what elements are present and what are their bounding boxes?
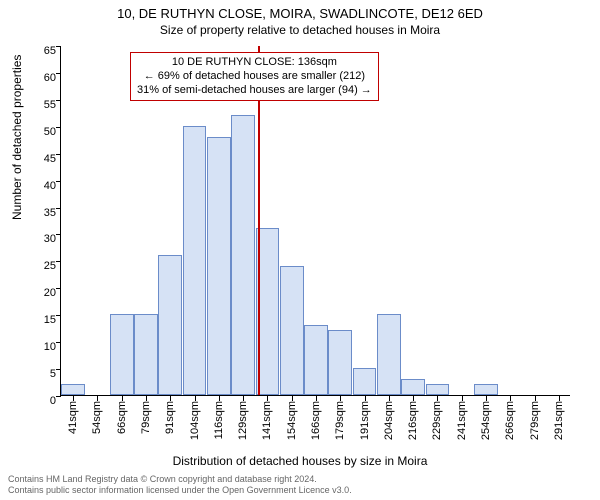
y-tick-label: 35	[16, 207, 56, 219]
histogram-bar	[304, 325, 328, 395]
y-tick-label: 30	[16, 233, 56, 245]
histogram-bar	[474, 384, 498, 395]
y-tick-mark	[56, 234, 61, 235]
y-tick-label: 25	[16, 260, 56, 272]
footer: Contains HM Land Registry data © Crown c…	[8, 474, 352, 496]
y-tick-label: 45	[16, 153, 56, 165]
y-tick-label: 50	[16, 126, 56, 138]
histogram-bar	[61, 384, 85, 395]
x-tick-label: 66sqm	[116, 401, 128, 434]
y-tick-mark	[56, 369, 61, 370]
chart-container: 10, DE RUTHYN CLOSE, MOIRA, SWADLINCOTE,…	[0, 0, 600, 500]
callout-line-1: 10 DE RUTHYN CLOSE: 136sqm	[137, 56, 372, 70]
y-tick-mark	[56, 315, 61, 316]
y-tick-label: 10	[16, 341, 56, 353]
x-tick-label: 154sqm	[286, 401, 298, 440]
footer-line-2: Contains public sector information licen…	[8, 485, 352, 496]
y-tick-mark	[56, 154, 61, 155]
chart-title: 10, DE RUTHYN CLOSE, MOIRA, SWADLINCOTE,…	[0, 0, 600, 21]
y-tick-mark	[56, 127, 61, 128]
histogram-bar	[231, 115, 255, 395]
x-tick-label: 141sqm	[261, 401, 273, 440]
x-tick-label: 241sqm	[456, 401, 468, 440]
y-tick-mark	[56, 208, 61, 209]
callout-box: 10 DE RUTHYN CLOSE: 136sqm ← 69% of deta…	[130, 52, 379, 101]
x-tick-label: 216sqm	[407, 401, 419, 440]
histogram-bar	[328, 330, 352, 395]
x-tick-label: 129sqm	[237, 401, 249, 440]
x-tick-label: 279sqm	[529, 401, 541, 440]
y-tick-label: 5	[16, 368, 56, 380]
y-tick-label: 40	[16, 180, 56, 192]
x-tick-label: 179sqm	[334, 401, 346, 440]
histogram-bar	[158, 255, 182, 395]
x-tick-label: 91sqm	[164, 401, 176, 434]
y-tick-label: 15	[16, 314, 56, 326]
x-tick-label: 254sqm	[480, 401, 492, 440]
y-tick-label: 0	[16, 395, 56, 407]
y-tick-label: 65	[16, 45, 56, 57]
x-tick-label: 54sqm	[91, 401, 103, 434]
x-tick-label: 266sqm	[504, 401, 516, 440]
histogram-bar	[110, 314, 134, 395]
chart-subtitle: Size of property relative to detached ho…	[0, 21, 600, 37]
x-tick-label: 229sqm	[431, 401, 443, 440]
y-tick-mark	[56, 261, 61, 262]
histogram-bar	[377, 314, 401, 395]
y-tick-label: 55	[16, 99, 56, 111]
y-tick-label: 20	[16, 287, 56, 299]
histogram-bar	[401, 379, 425, 395]
x-tick-label: 204sqm	[383, 401, 395, 440]
callout-line-3: 31% of semi-detached houses are larger (…	[137, 84, 372, 98]
histogram-bar	[134, 314, 158, 395]
histogram-bar	[426, 384, 450, 395]
y-tick-mark	[56, 288, 61, 289]
y-tick-mark	[56, 46, 61, 47]
histogram-bar	[183, 126, 207, 395]
x-tick-label: 191sqm	[359, 401, 371, 440]
histogram-bar	[353, 368, 377, 395]
x-tick-label: 116sqm	[213, 401, 225, 439]
y-tick-mark	[56, 181, 61, 182]
footer-line-1: Contains HM Land Registry data © Crown c…	[8, 474, 352, 485]
x-tick-label: 291sqm	[553, 401, 565, 440]
x-tick-label: 79sqm	[140, 401, 152, 434]
x-tick-label: 166sqm	[310, 401, 322, 440]
x-tick-label: 41sqm	[67, 401, 79, 434]
x-axis-label: Distribution of detached houses by size …	[0, 454, 600, 468]
y-tick-mark	[56, 73, 61, 74]
chart-area: 0510152025303540455055606541sqm54sqm66sq…	[60, 46, 570, 396]
y-tick-mark	[56, 100, 61, 101]
histogram-bar	[280, 266, 304, 395]
x-tick-label: 104sqm	[189, 401, 201, 440]
y-tick-mark	[56, 396, 61, 397]
histogram-bar	[207, 137, 231, 395]
y-tick-mark	[56, 342, 61, 343]
callout-line-2: ← 69% of detached houses are smaller (21…	[137, 70, 372, 84]
y-tick-label: 60	[16, 72, 56, 84]
